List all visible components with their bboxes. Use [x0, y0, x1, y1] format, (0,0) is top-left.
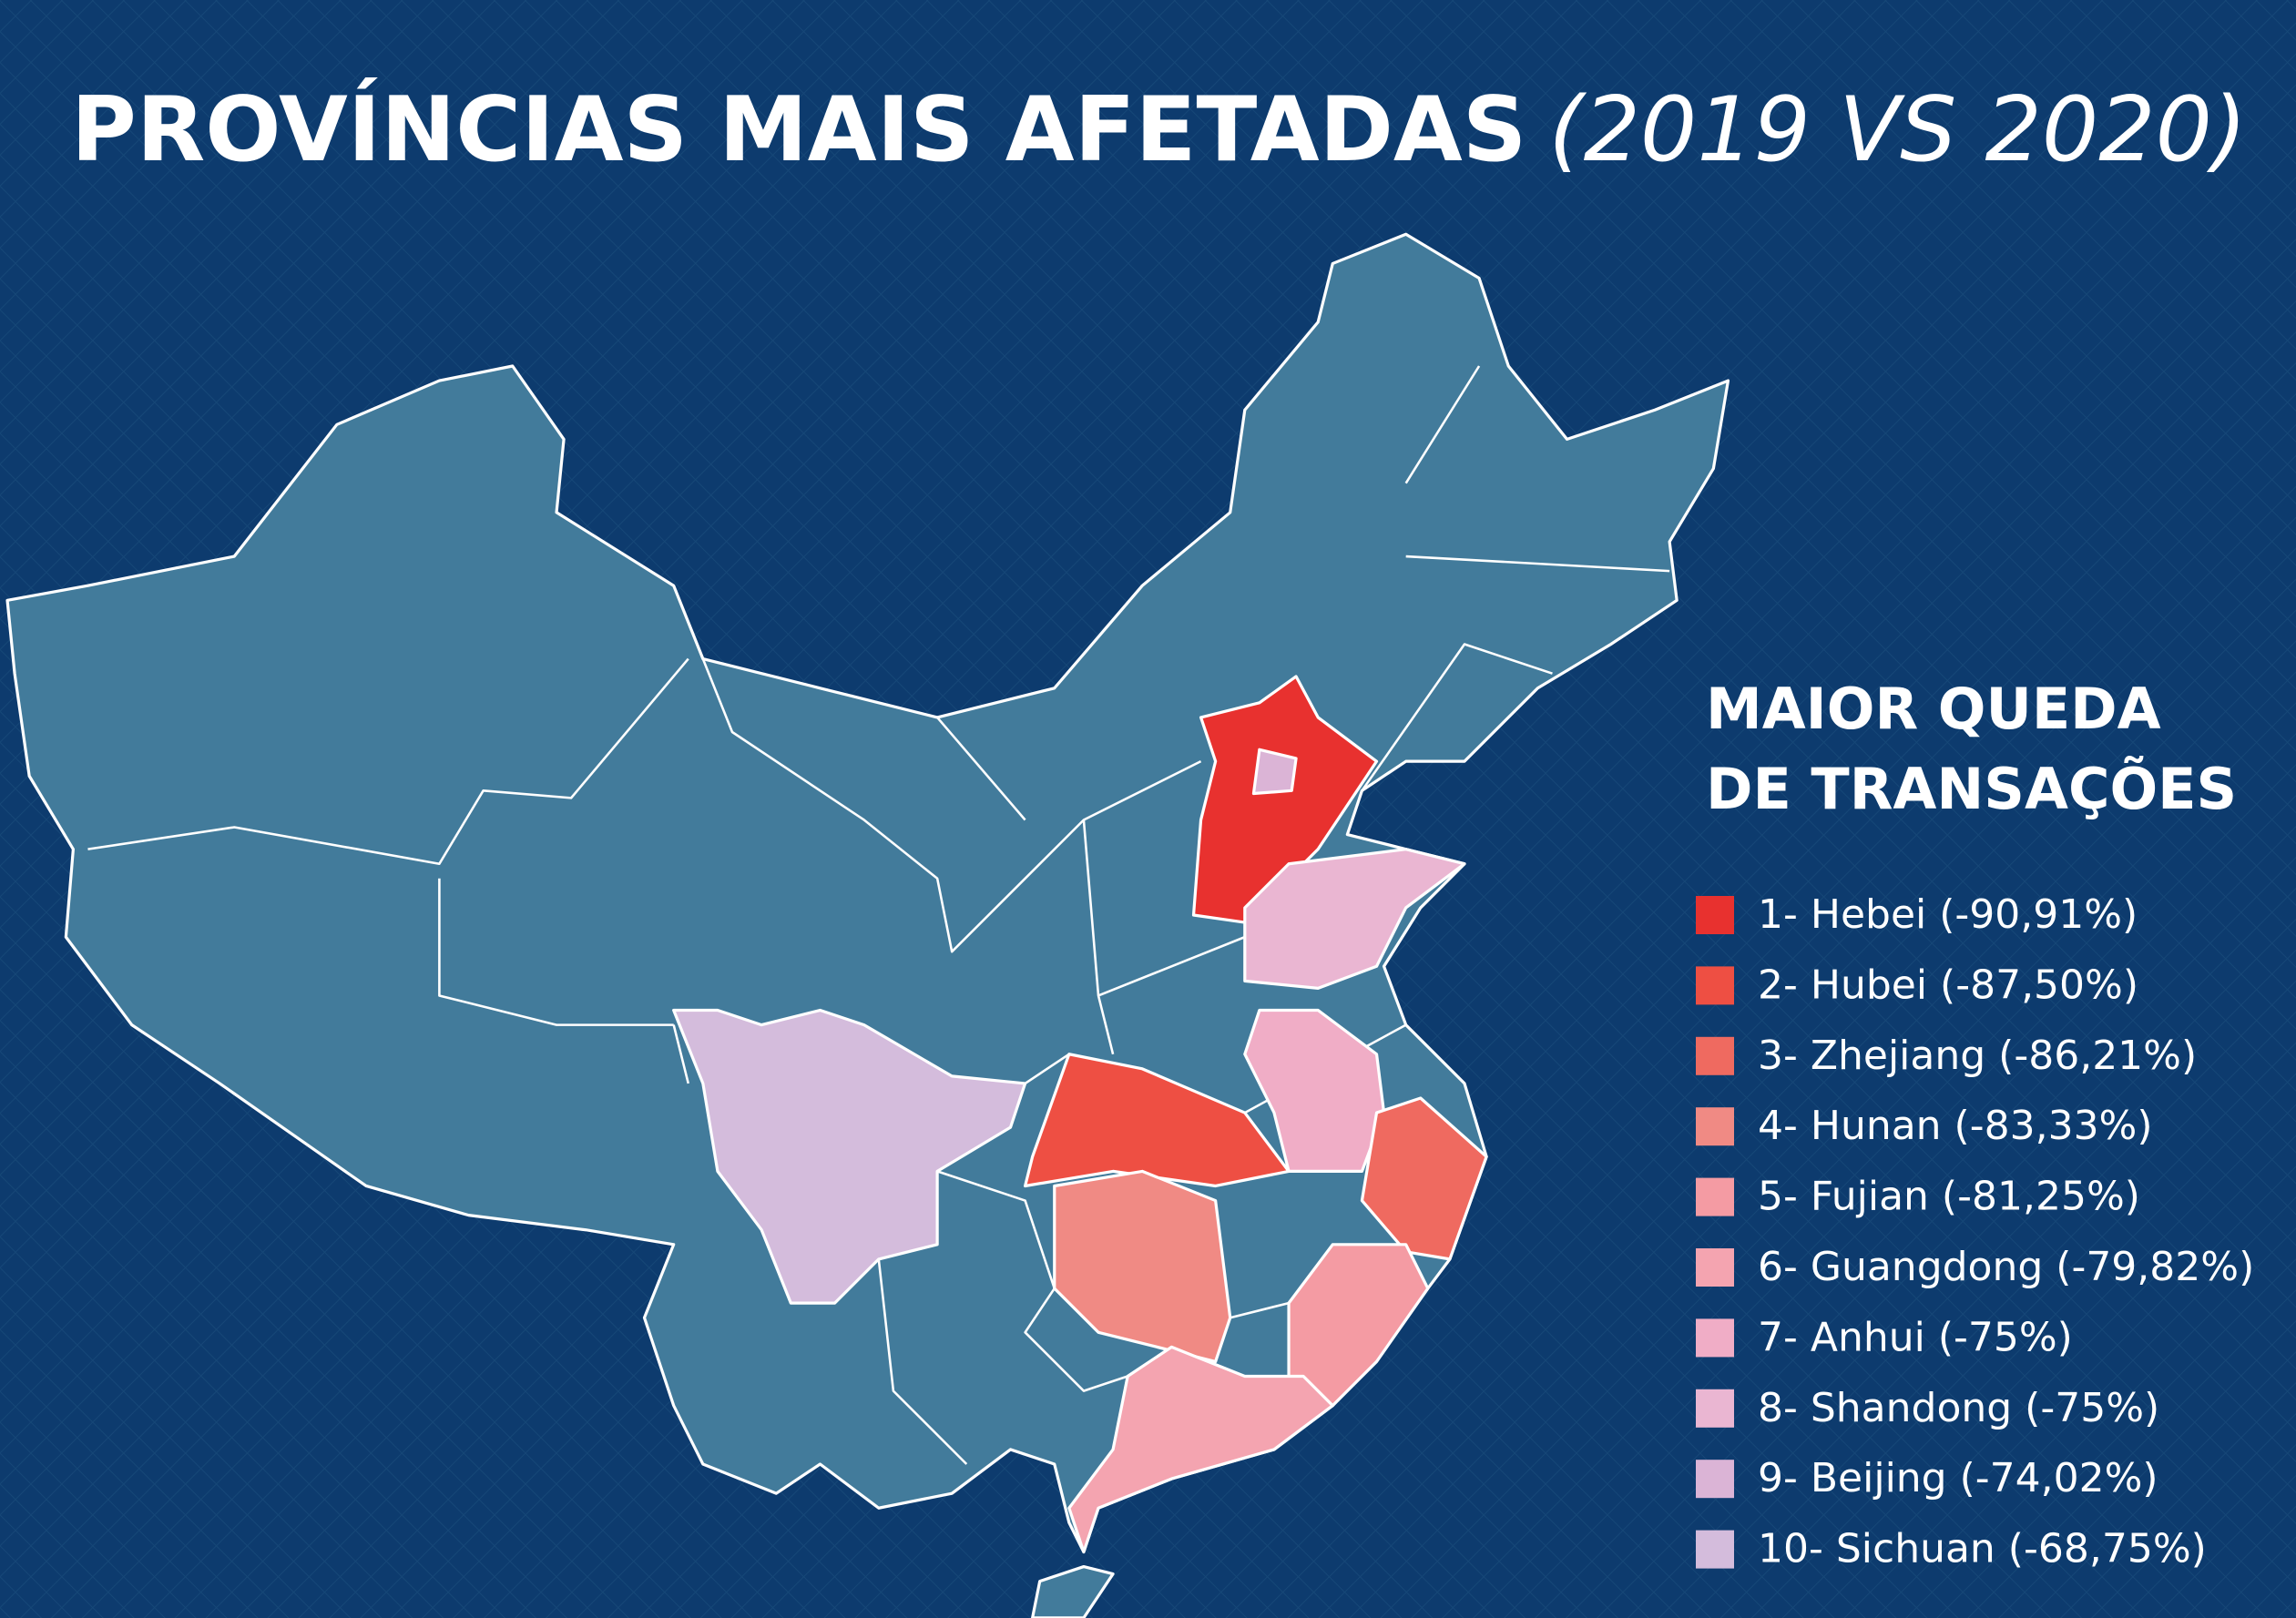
title-sub: (2019 VS 2020) [1548, 78, 2247, 182]
legend-label: 1- Hebei (-90,91%) [1758, 891, 2138, 938]
title: PROVÍNCIAS MAIS AFETADAS (2019 VS 2020) [71, 77, 2247, 182]
legend-label: 6- Guangdong (-79,82%) [1758, 1244, 2254, 1290]
legend-swatch [1696, 1177, 1734, 1216]
hunan [1053, 1169, 1232, 1364]
legend-label: 3- Zhejiang (-86,21%) [1758, 1033, 2197, 1079]
legend-label: 9- Beijing (-74,02%) [1758, 1455, 2158, 1501]
beijing [1251, 748, 1298, 796]
legend-label: 7- Anhui (-75%) [1758, 1314, 2073, 1360]
legend-swatch [1696, 1530, 1734, 1569]
legend-label: 10- Sichuan (-68,75%) [1758, 1526, 2207, 1572]
legend-label: 4- Hunan (-83,33%) [1758, 1103, 2153, 1149]
legend-label: 5- Fujian (-81,25%) [1758, 1174, 2140, 1220]
legend-swatch [1696, 1036, 1734, 1075]
anhui [1243, 1008, 1386, 1174]
shandong [1243, 848, 1466, 991]
title-main: PROVÍNCIAS MAIS AFETADAS [71, 77, 1526, 182]
province-borders [87, 365, 1670, 1465]
map [5, 232, 1730, 1618]
taiwan [1031, 1564, 1115, 1618]
sichuan [672, 1008, 1027, 1305]
hubei [1023, 1053, 1291, 1188]
zhejiang [1360, 1096, 1488, 1261]
guangdong [1067, 1345, 1334, 1554]
legend-title: MAIOR QUEDA [1706, 676, 2161, 742]
legend-label: 8- Shandong (-75%) [1758, 1385, 2159, 1431]
legend-swatch [1696, 1318, 1734, 1358]
legend-swatch [1696, 1389, 1734, 1428]
legend-swatch [1696, 1248, 1734, 1287]
legend: 1- Hebei (-90,91%) 2- Hubei (-87,50%) 3- Z… [1696, 891, 2254, 1572]
legend-label: 2- Hubei (-87,50%) [1758, 962, 2138, 1008]
legend-swatch [1696, 896, 1734, 934]
legend-swatch [1696, 1460, 1734, 1499]
legend-swatch [1696, 1107, 1734, 1146]
hebei [1191, 675, 1379, 924]
legend-title: DE TRANSAÇÕES [1706, 756, 2237, 822]
legend-swatch [1696, 966, 1734, 1005]
